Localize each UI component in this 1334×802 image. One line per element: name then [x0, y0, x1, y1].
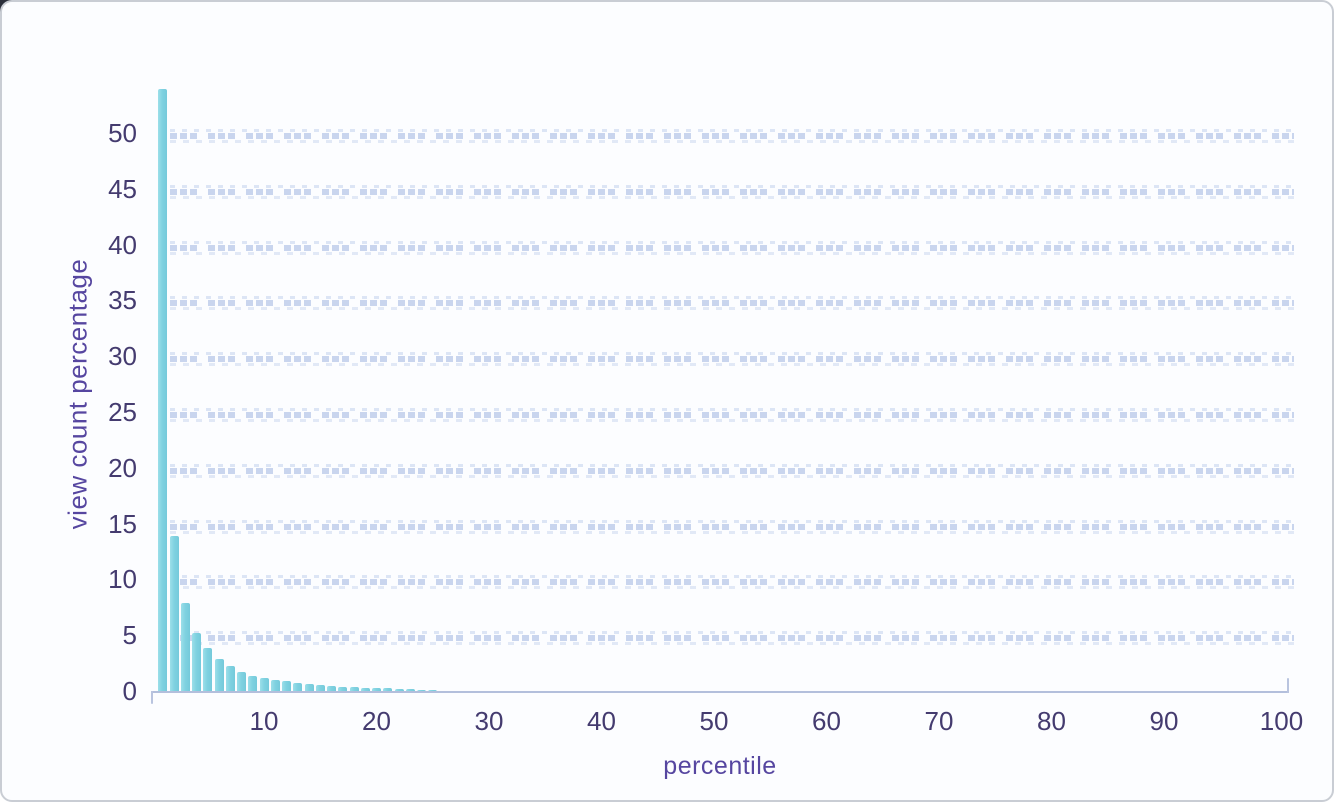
y-tick-label: 45 [108, 173, 137, 204]
gridline-row [170, 296, 1294, 311]
x-axis-right-stub [1287, 678, 1289, 693]
bar [360, 687, 370, 692]
x-tick-label: 70 [924, 706, 954, 736]
bar [405, 689, 415, 692]
x-tick-label: 80 [1037, 706, 1066, 736]
gridline-row [170, 463, 1294, 478]
y-tick-label: 0 [122, 676, 137, 706]
bar [203, 648, 213, 692]
x-axis-title: percentile [663, 752, 777, 780]
bar [327, 686, 336, 692]
bar [428, 689, 438, 692]
y-tick-label: 35 [108, 285, 137, 316]
y-tick-label: 40 [108, 229, 137, 260]
bar [192, 632, 201, 692]
gridline-row [170, 184, 1294, 199]
bar [270, 679, 280, 692]
bar [383, 688, 393, 692]
x-axis-left-stub [151, 691, 153, 704]
x-tick-label: 100 [1259, 706, 1304, 736]
y-axis-title: view count percentage [62, 258, 93, 530]
x-tick-label: 40 [587, 706, 616, 736]
y-tick-label: 5 [122, 620, 137, 651]
bar [315, 685, 325, 692]
x-tick-label: 20 [362, 706, 391, 736]
x-tick-label: 30 [474, 706, 504, 736]
gridline-row [170, 129, 1294, 143]
bar [417, 689, 426, 692]
y-tick-label: 15 [108, 508, 137, 539]
bar [282, 681, 291, 692]
y-tick-label: 30 [108, 341, 137, 372]
gridline-row [170, 631, 1294, 646]
y-tick-label: 20 [108, 452, 137, 483]
bar [158, 89, 168, 692]
y-tick-label: 25 [108, 397, 137, 427]
x-tick-label: 10 [249, 706, 279, 736]
bar [304, 684, 314, 692]
y-tick-label: 50 [108, 118, 137, 148]
bar [225, 666, 235, 692]
bar [349, 687, 359, 692]
gridline-row [170, 575, 1294, 590]
gridline-row [170, 240, 1294, 255]
gridline-row [170, 519, 1294, 534]
bar [338, 686, 348, 692]
x-axis-line [152, 691, 1289, 693]
x-tick-label: 50 [699, 706, 729, 736]
bar [214, 658, 224, 692]
x-tick-label: 90 [1149, 706, 1179, 736]
x-tick-label: 60 [812, 706, 841, 736]
bar [293, 683, 303, 692]
gridline-row [170, 352, 1294, 367]
y-tick-label: 10 [108, 564, 137, 595]
bar [372, 688, 381, 692]
bar [237, 671, 246, 692]
bar [394, 688, 404, 692]
bar [248, 675, 258, 692]
bar [259, 678, 269, 692]
gridline-row [170, 408, 1294, 422]
bar [180, 602, 190, 692]
bar [169, 535, 179, 692]
